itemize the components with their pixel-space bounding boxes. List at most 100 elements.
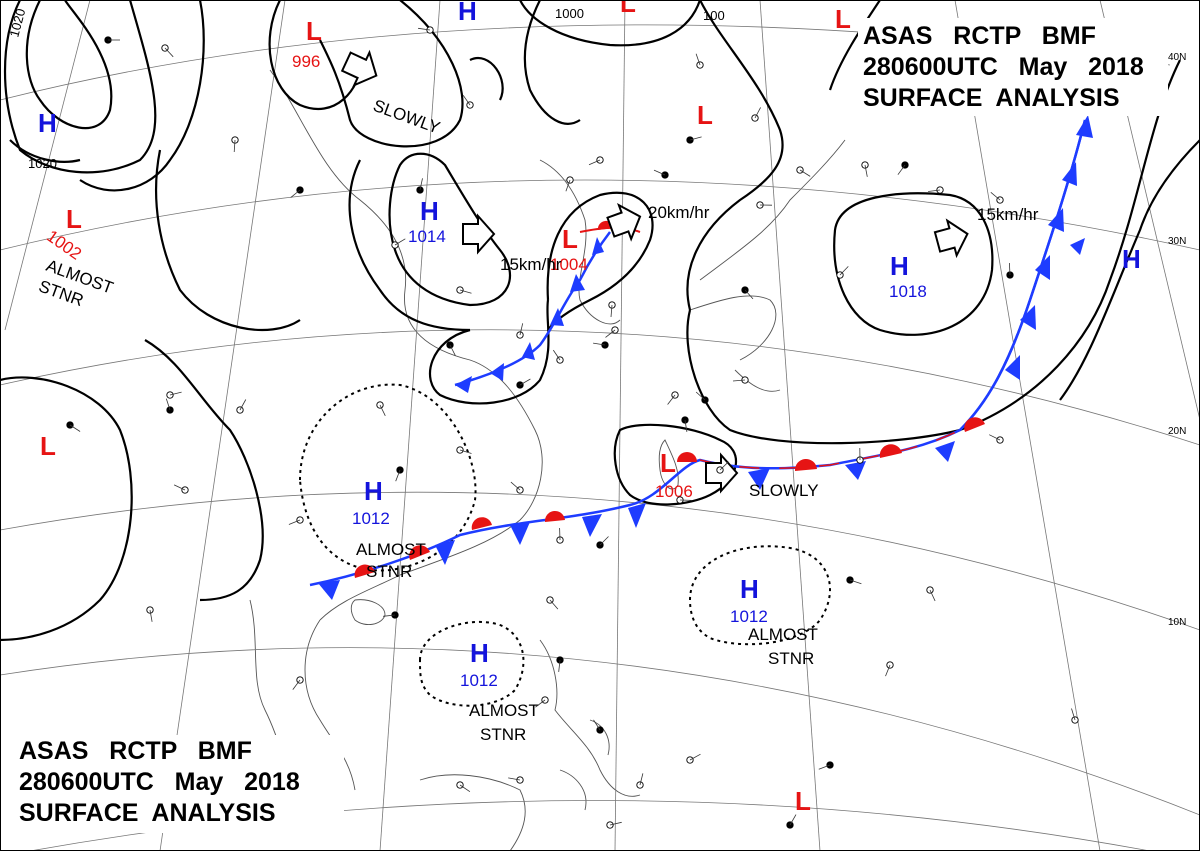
wind-barb xyxy=(535,699,546,708)
almost-stnr-label: ALMOST STNR xyxy=(356,540,426,581)
low-symbol: L xyxy=(660,448,676,478)
wind-barb xyxy=(599,536,609,546)
wind-barb xyxy=(292,679,301,690)
low-pressure-value: 1004 xyxy=(550,255,588,274)
wind-barb xyxy=(558,659,561,672)
status-line: ALMOST xyxy=(356,540,426,559)
high-pressure-value: 1012 xyxy=(460,671,498,690)
wind-barb xyxy=(1071,708,1076,721)
status-line: ALMOST xyxy=(469,701,539,720)
wind-barb xyxy=(449,344,456,356)
wind-barb xyxy=(459,289,472,294)
status-line: ALMOST xyxy=(748,625,818,644)
title-line-1: ASAS RCTP BMF xyxy=(863,22,1096,50)
wind-barb xyxy=(689,136,702,141)
title-line-2: 280600UTC May 2018 xyxy=(863,53,1144,81)
low-symbol: L xyxy=(66,204,82,234)
lat-label-10n: 10N xyxy=(1168,617,1186,628)
wind-barb xyxy=(653,169,666,176)
high-center-1012-scs: H 1012 xyxy=(460,638,498,690)
wind-barb xyxy=(565,179,571,192)
high-symbol: H xyxy=(420,196,439,226)
wind-barb xyxy=(754,107,761,119)
wind-barb xyxy=(379,404,386,416)
movement-label: SLOWLY xyxy=(749,481,819,500)
low-center-1002: L 1002 xyxy=(43,204,85,264)
title-line-1: ASAS RCTP BMF xyxy=(19,737,252,765)
wind-barb xyxy=(394,238,406,246)
wind-barb xyxy=(395,469,401,482)
status-line: STNR xyxy=(480,725,526,744)
low-center-996: L 996 xyxy=(292,16,322,71)
low-symbol: L xyxy=(697,100,713,130)
wind-barb xyxy=(149,609,153,622)
wind-barb xyxy=(799,169,811,177)
lat-label-30n: 30N xyxy=(1168,236,1186,247)
low-symbol: L xyxy=(562,224,578,254)
wind-barb xyxy=(610,304,613,318)
lat-label-40n: 40N xyxy=(1168,52,1186,63)
wind-barb xyxy=(508,777,521,781)
wind-barb xyxy=(459,784,471,793)
wind-barb xyxy=(519,323,524,336)
wind-barb xyxy=(588,159,601,166)
wind-barb xyxy=(818,764,831,770)
wind-barb xyxy=(990,191,1001,201)
wind-barb xyxy=(549,599,559,610)
wind-barb xyxy=(989,434,1001,441)
high-symbol: H xyxy=(458,0,477,26)
title-line-2: 280600UTC May 2018 xyxy=(19,768,300,796)
wind-barb xyxy=(732,379,746,382)
low-symbol: L xyxy=(620,0,636,18)
low-symbol: L xyxy=(40,431,56,461)
isobar-label: 100 xyxy=(703,8,725,23)
wind-barb xyxy=(609,821,622,826)
wind-barb xyxy=(169,391,182,396)
fronts xyxy=(309,115,1093,600)
movement-label: SLOWLY xyxy=(371,96,443,138)
lat-label-20n: 20N xyxy=(1168,426,1186,437)
wind-barb xyxy=(789,814,797,826)
wind-barb xyxy=(695,391,706,401)
high-pressure-value: 1018 xyxy=(889,282,927,301)
movement-label: 20km/hr xyxy=(648,203,710,222)
wind-barb xyxy=(510,481,521,491)
high-pressure-value: 1012 xyxy=(730,607,768,626)
wind-barb xyxy=(593,719,601,731)
wind-barb xyxy=(684,419,688,432)
low-pressure-value: 996 xyxy=(292,52,320,71)
wind-barb xyxy=(164,47,174,58)
wind-barb xyxy=(239,399,247,411)
cold-front-north-teeth xyxy=(455,237,604,393)
low-symbol: L xyxy=(795,786,811,816)
latitude-labels: 40N 30N 20N 10N xyxy=(1168,52,1186,628)
wind-barb xyxy=(462,94,471,106)
high-pressure-value: 1012 xyxy=(352,509,390,528)
title-line-3: SURFACE ANALYSIS xyxy=(19,799,276,827)
wind-barb xyxy=(695,53,701,66)
high-symbol: H xyxy=(740,574,759,604)
wind-barb xyxy=(383,614,396,617)
isobars xyxy=(0,0,1200,642)
high-symbol: H xyxy=(470,638,489,668)
wind-barb xyxy=(667,394,676,405)
almost-stnr-label: ALMOST STNR xyxy=(36,256,116,310)
wind-barb xyxy=(689,753,701,761)
wind-barb xyxy=(1009,262,1011,276)
wind-barb xyxy=(744,289,754,300)
isobar-label: 1020 xyxy=(28,156,57,171)
isobar-label: 1020 xyxy=(6,7,28,39)
wind-barb xyxy=(897,164,906,175)
station-plots xyxy=(66,26,1079,829)
title-block-top: ASAS RCTP BMF 280600UTC May 2018 SURFACE… xyxy=(858,18,1168,116)
cold-front-teeth xyxy=(318,115,1093,600)
wind-barb xyxy=(864,164,868,177)
dotted-contours xyxy=(298,383,831,707)
high-center-1018: H 1018 xyxy=(889,251,927,301)
movement-label: 15km/hr xyxy=(500,255,562,274)
low-center-1004: L 1004 xyxy=(550,224,588,274)
wind-barb xyxy=(459,449,472,454)
wind-barb xyxy=(419,178,423,191)
